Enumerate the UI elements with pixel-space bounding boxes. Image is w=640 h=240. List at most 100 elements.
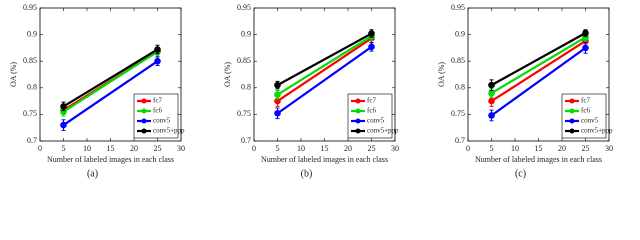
legend-marker [355, 118, 361, 124]
caption: (a) [87, 168, 98, 179]
y-tick-label: 0.85 [451, 56, 465, 65]
x-tick-label: 10 [511, 144, 519, 153]
legend-label: conv5 [367, 117, 385, 125]
x-tick-label: 25 [582, 144, 590, 153]
y-tick-label: 0.75 [23, 109, 37, 118]
legend-marker [355, 108, 361, 114]
x-tick-label: 30 [391, 144, 399, 153]
x-tick-label: 30 [605, 144, 613, 153]
series-line [276, 45, 373, 115]
x-tick-label: 10 [83, 144, 91, 153]
marker [154, 46, 161, 53]
panel: 0.7 0.75 0.8 0.85 0.9 0.95 0 5 10 15 20 25 30Number … [437, 3, 613, 179]
marker [368, 43, 375, 51]
legend-marker [141, 98, 147, 104]
series-line [276, 37, 373, 103]
legend-label: fc7 [581, 97, 590, 105]
y-tick-label: 0.85 [23, 56, 37, 65]
marker [582, 44, 589, 52]
legend-marker [569, 98, 575, 104]
marker [488, 97, 495, 105]
marker [368, 30, 375, 37]
x-tick-label: 5 [276, 144, 280, 153]
x-tick-label: 25 [368, 144, 376, 153]
series-line [490, 36, 587, 95]
x-tick-label: 20 [558, 144, 566, 153]
x-axis-label: Number of labeled images in each class [47, 155, 174, 164]
legend-label: conv5+ppp [153, 127, 185, 135]
x-tick-label: 0 [252, 144, 256, 153]
y-axis-label: OA (%) [437, 62, 446, 87]
caption: (c) [515, 168, 526, 179]
x-axis-label: Number of labeled images in each class [261, 155, 388, 164]
legend-label: fc7 [153, 97, 162, 105]
marker [274, 110, 281, 117]
caption: (b) [301, 168, 313, 179]
series-line [62, 50, 159, 113]
y-tick-label: 0.8 [455, 83, 465, 92]
legend-label: conv5 [581, 117, 599, 125]
x-tick-label: 0 [466, 144, 470, 153]
legend-label: fc6 [153, 107, 162, 115]
y-tick-label: 0.8 [27, 83, 37, 92]
y-axis-label: OA (%) [9, 62, 18, 87]
legend-label: fc6 [581, 107, 590, 115]
y-tick-label: 0.9 [241, 29, 251, 38]
marker [274, 81, 281, 89]
y-tick-label: 0.95 [237, 3, 251, 12]
series-line [276, 32, 373, 87]
marker [488, 89, 495, 97]
legend-label: fc7 [367, 97, 376, 105]
series-line [62, 60, 159, 126]
x-tick-label: 20 [130, 144, 138, 153]
x-tick-label: 15 [107, 144, 115, 153]
legend-marker [141, 128, 147, 134]
x-tick-label: 10 [297, 144, 305, 153]
y-tick-label: 0.95 [23, 3, 37, 12]
panel: 0.7 0.75 0.8 0.85 0.9 0.95 0 5 10 15 20 25 30Number … [9, 3, 185, 179]
legend-marker [141, 118, 147, 124]
x-axis-label: Number of labeled images in each class [475, 155, 602, 164]
x-tick-label: 5 [490, 144, 494, 153]
y-tick-label: 0.9 [27, 29, 37, 38]
marker [60, 121, 67, 129]
x-tick-label: 15 [321, 144, 329, 153]
legend-label: conv5 [153, 117, 171, 125]
legend-marker [141, 108, 147, 114]
y-tick-label: 0.85 [237, 56, 251, 65]
legend-marker [355, 128, 361, 134]
y-tick-label: 0.7 [241, 136, 251, 145]
legend-marker [569, 128, 575, 134]
x-tick-label: 30 [177, 144, 185, 153]
series-line [490, 40, 587, 103]
marker [60, 103, 67, 110]
y-tick-label: 0.7 [455, 136, 465, 145]
figure: 0.70.750.80.850.90.950 5 10 15 20 25 30Number … [9, 3, 613, 179]
marker [274, 91, 281, 99]
y-tick-label: 0.7 [27, 136, 37, 145]
x-tick-label: 25 [154, 144, 162, 153]
legend-marker [569, 118, 575, 124]
series-line [62, 48, 159, 108]
y-tick-label: 0.9 [455, 29, 465, 38]
series-line [490, 32, 587, 87]
x-tick-label: 15 [535, 144, 543, 153]
legend-label: fc6 [367, 107, 376, 115]
series-line [276, 35, 373, 96]
marker [582, 29, 589, 37]
legend-marker [569, 108, 575, 114]
x-tick-label: 5 [62, 144, 66, 153]
y-tick-label: 0.75 [237, 109, 251, 118]
panel: 0.7 0.75 0.8 0.85 0.9 0.95 0 5 10 15 20 25 30Number … [223, 3, 399, 179]
marker [154, 57, 161, 65]
y-tick-label: 0.8 [241, 83, 251, 92]
x-tick-label: 0 [38, 144, 42, 153]
y-tick-label: 0.95 [451, 3, 465, 12]
marker [488, 81, 495, 89]
x-tick-label: 20 [344, 144, 352, 153]
y-tick-label: 0.75 [451, 109, 465, 118]
y-axis-label: OA (%) [223, 62, 232, 87]
marker [488, 112, 495, 119]
legend-marker [355, 98, 361, 104]
series-line [490, 47, 587, 117]
